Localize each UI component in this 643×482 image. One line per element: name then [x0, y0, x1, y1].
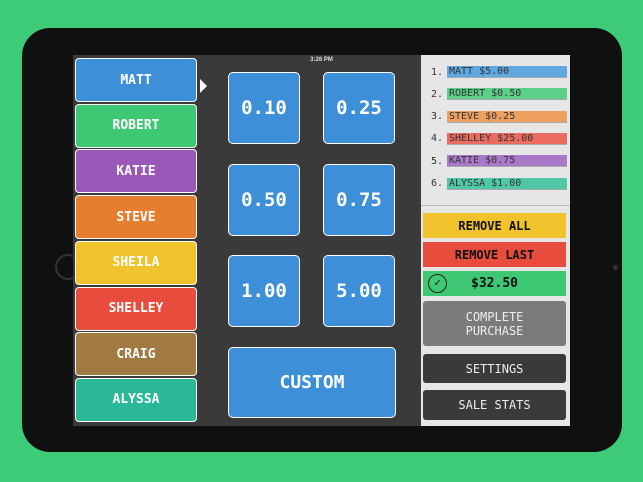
amount-button[interactable]: 0.25 — [323, 72, 395, 144]
person-button-matt[interactable]: MATT — [75, 58, 207, 102]
order-panel: 1. MATT $5.00 2. ROBERT $0.50 3. STEVE $0.25 4… — [421, 55, 570, 426]
order-item[interactable]: 6. ALYSSA $1.00 — [431, 177, 567, 191]
person-button-shelley[interactable]: SHELLEY — [75, 286, 197, 331]
camera — [613, 265, 618, 270]
complete-purchase-button[interactable]: COMPLETE PURCHASE — [423, 301, 566, 346]
amount-button[interactable]: 0.75 — [323, 163, 395, 236]
person-button-robert[interactable]: ROBERT — [75, 103, 197, 148]
settings-button[interactable]: SETTINGS — [423, 354, 566, 383]
person-button-katie[interactable]: KATIE — [75, 149, 197, 194]
person-button-steve[interactable]: STEVE — [75, 195, 197, 240]
amount-button[interactable]: 0.50 — [228, 163, 300, 236]
total-display: ✓ $32.50 — [423, 271, 566, 296]
order-item[interactable]: 3. STEVE $0.25 — [431, 110, 567, 124]
order-item[interactable]: 2. ROBERT $0.50 — [431, 87, 567, 101]
app-screen: 3:26 PM MATT ROBERT KATIE STEVE SHEILA SHELLE… — [73, 55, 570, 426]
status-time: 3:26 PM — [310, 57, 333, 63]
order-item[interactable]: 1. MATT $5.00 — [431, 65, 567, 79]
person-button-alyssa[interactable]: ALYSSA — [75, 377, 197, 422]
amount-button[interactable]: 1.00 — [228, 255, 300, 327]
remove-last-button[interactable]: REMOVE LAST — [423, 242, 566, 267]
remove-all-button[interactable]: REMOVE ALL — [423, 213, 566, 238]
custom-button[interactable]: CUSTOM — [228, 347, 396, 418]
order-item[interactable]: 4. SHELLEY $25.00 — [431, 132, 567, 146]
check-circle-icon: ✓ — [428, 274, 447, 293]
amount-button[interactable]: 0.10 — [228, 72, 300, 144]
person-button-craig[interactable]: CRAIG — [75, 332, 197, 377]
person-button-sheila[interactable]: SHEILA — [75, 240, 197, 285]
order-item[interactable]: 5. KATIE $0.75 — [431, 154, 567, 168]
selected-arrow-icon — [200, 79, 207, 93]
amount-button[interactable]: 5.00 — [323, 255, 395, 327]
sale-stats-button[interactable]: SALE STATS — [423, 390, 566, 420]
